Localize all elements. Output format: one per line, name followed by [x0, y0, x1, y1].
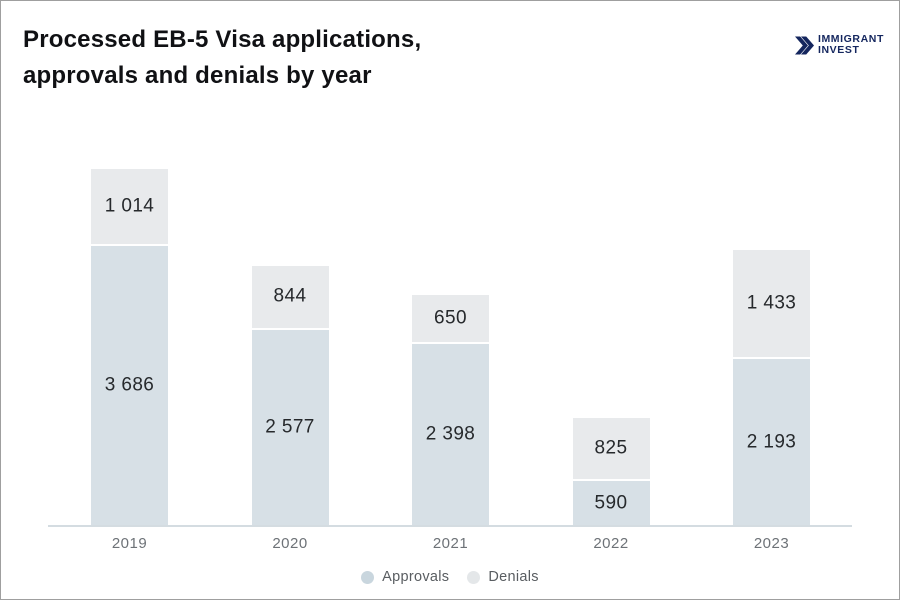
- approvals-value-label-2022: 590: [594, 492, 628, 514]
- plot-area: 1 014 3 686 844 2 577 650 2 398 825 590 1 433 2 1…: [48, 141, 852, 552]
- approvals-value-label-2019: 3 686: [104, 374, 155, 396]
- chart-title-line2: approvals and denials by year: [23, 62, 372, 89]
- approvals-segment-2023: 2 193: [733, 359, 810, 526]
- x-axis-label-2021: 2021: [432, 535, 469, 552]
- approvals-segment-2022: 590: [572, 481, 650, 526]
- x-axis-label-2022: 2022: [593, 535, 629, 552]
- approvals-segment-2020: 2 577: [251, 330, 329, 526]
- denials-value-label-2023: 1 433: [746, 292, 797, 314]
- denials-segment-2023: 1 433: [733, 250, 810, 359]
- chart-title: Processed EB-5 Visa applications, approv…: [23, 22, 421, 94]
- legend-dot-denials-icon: [467, 570, 481, 584]
- chart-title-line1: Processed EB-5 Visa applications,: [23, 26, 422, 53]
- x-axis-labels: 2019 2020 2021 2022 2023: [91, 535, 810, 552]
- legend-item-approvals: Approvals: [361, 569, 449, 585]
- legend: Approvals Denials: [1, 569, 899, 585]
- brand-name-line1: IMMIGRANT: [817, 33, 884, 45]
- denials-value-label-2020: 844: [273, 285, 307, 307]
- bar-group-2022: 825 590: [572, 169, 650, 526]
- bar-group-2021: 650 2 398: [412, 169, 489, 526]
- approvals-segment-2021: 2 398: [412, 344, 489, 526]
- double-chevron-right-icon: [794, 36, 814, 54]
- legend-label-denials: Denials: [488, 569, 539, 585]
- legend-item-denials: Denials: [467, 569, 539, 585]
- denials-value-label-2022: 825: [594, 437, 628, 459]
- denials-segment-2021: 650: [412, 295, 489, 344]
- legend-label-approvals: Approvals: [382, 569, 450, 585]
- bars-row: 1 014 3 686 844 2 577 650 2 398 825 590 1 433 2 1…: [91, 169, 810, 526]
- x-axis-line: [48, 525, 852, 527]
- denials-segment-2020: 844: [251, 266, 329, 330]
- x-axis-label-2020: 2020: [272, 535, 308, 552]
- denials-segment-2022: 825: [572, 418, 650, 481]
- approvals-segment-2019: 3 686: [91, 246, 168, 526]
- approvals-value-label-2023: 2 193: [746, 431, 797, 453]
- x-axis-label-2023: 2023: [753, 535, 790, 552]
- denials-value-label-2021: 650: [434, 307, 467, 329]
- bar-group-2019: 1 014 3 686: [91, 169, 168, 526]
- approvals-value-label-2021: 2 398: [425, 423, 476, 445]
- brand-name-line2: INVEST: [817, 44, 860, 56]
- approvals-value-label-2020: 2 577: [265, 416, 315, 438]
- legend-dot-approvals-icon: [361, 570, 375, 584]
- bar-group-2020: 844 2 577: [251, 169, 329, 526]
- denials-value-label-2019: 1 014: [104, 195, 155, 217]
- brand-logo: IMMIGRANT INVEST: [794, 34, 884, 56]
- denials-segment-2019: 1 014: [91, 169, 168, 246]
- x-axis-label-2019: 2019: [111, 535, 148, 552]
- bar-group-2023: 1 433 2 193: [733, 169, 810, 526]
- brand-name: IMMIGRANT INVEST: [818, 34, 884, 56]
